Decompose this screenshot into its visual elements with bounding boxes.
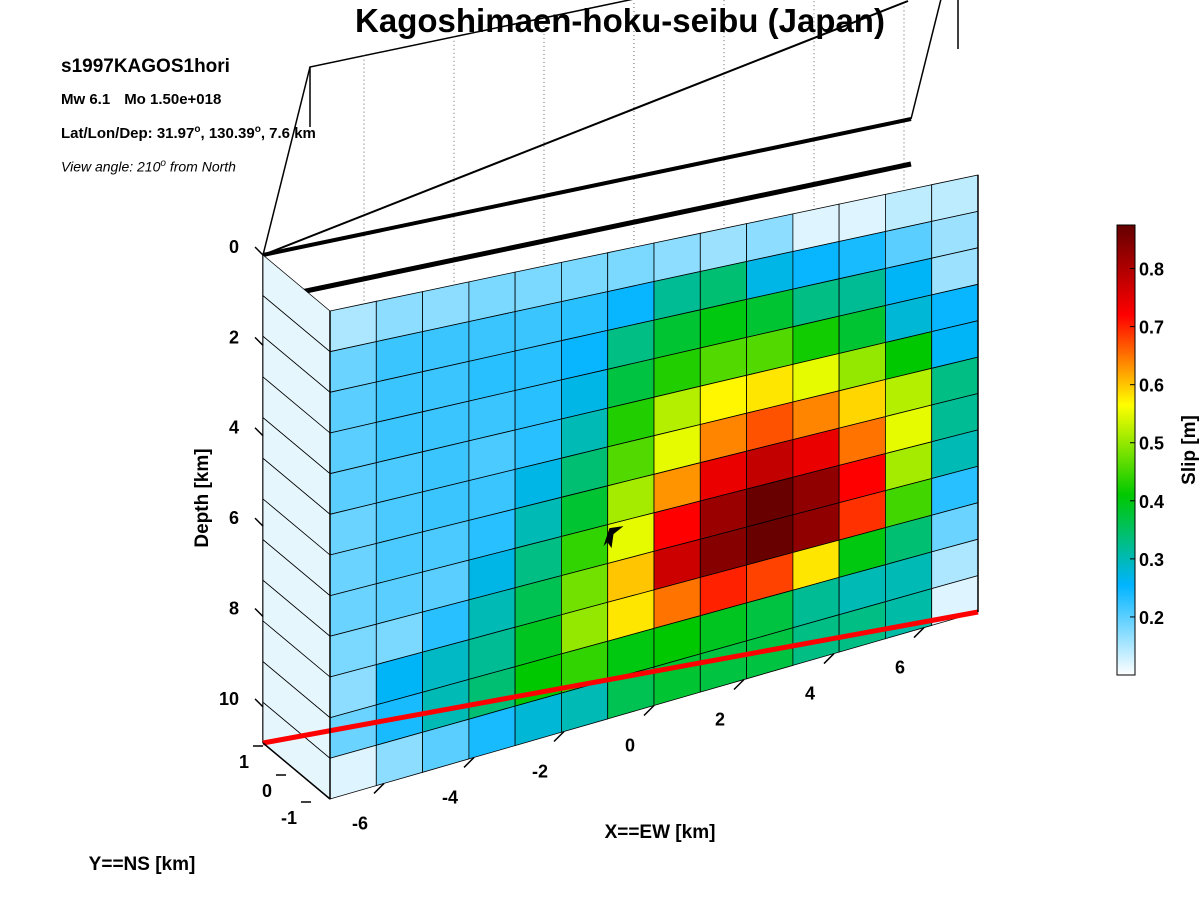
view-prefix: View angle: 210: [61, 158, 161, 175]
moment-magnitude: Mw 6.1: [61, 91, 111, 108]
y-axis-label: Y==NS [km]: [89, 854, 196, 875]
z-tick: [254, 427, 264, 437]
z-tick: [254, 246, 264, 256]
colorbar-tick-label: 0.5: [1139, 434, 1164, 454]
z-tick: [254, 607, 264, 618]
event-id: s1997KAGOS1hori: [61, 56, 230, 77]
degree-mark: o: [194, 124, 201, 135]
fault-top-trace: [262, 161, 912, 303]
z-tick: [254, 336, 264, 346]
colorbar-tick-label: 0.3: [1139, 550, 1164, 570]
box-top-far-edge: [262, 0, 942, 256]
x-tick-label: -6: [352, 813, 368, 833]
x-tick: [373, 782, 385, 794]
z-tick-label: 6: [229, 508, 239, 528]
x-tick-label: -4: [442, 787, 458, 807]
fault-bottom-trace: [262, 609, 979, 746]
z-tick-label: 0: [229, 237, 239, 257]
longitude: 130.39: [208, 125, 255, 142]
colorbar-label: Slip [m]: [1179, 415, 1200, 485]
depth-value: 7.6 km: [269, 125, 316, 142]
y-tick-label: 0: [262, 781, 272, 801]
fault-top-trace: [262, 117, 912, 257]
front-edges: [262, 175, 979, 799]
x-tick-label: 4: [805, 684, 815, 704]
colorbar-tick-label: 0.6: [1139, 376, 1164, 396]
x-tick-label: 2: [715, 710, 725, 730]
x-tick-label: 6: [895, 658, 905, 678]
z-tick-label: 2: [229, 327, 239, 347]
y-axis-line: [262, 742, 331, 800]
z-tick: [254, 517, 264, 527]
x-tick-label: 0: [625, 736, 635, 756]
x-tick: [913, 627, 925, 639]
colorbar: 0.2 0.3 0.4 0.5 0.6 0.7 0.8 Slip [m]: [1116, 224, 1200, 676]
z-axis-label: Depth [km]: [192, 448, 213, 547]
degree-mark: o: [160, 158, 166, 169]
y-tick-label: 1: [239, 752, 249, 772]
z-tick: [254, 698, 264, 708]
slip-cells: [262, 174, 979, 800]
location-label: Lat/Lon/Dep:: [61, 125, 157, 142]
x-tick: [823, 653, 835, 665]
colorbar-tick-label: 0.7: [1139, 318, 1164, 338]
degree-mark: o: [254, 124, 261, 135]
latitude: 31.97: [156, 125, 195, 142]
x-tick: [643, 704, 655, 717]
colorbar-tick-label: 0.2: [1139, 608, 1164, 628]
z-tick-label: 8: [229, 598, 239, 618]
hypocenter-marker: [603, 526, 624, 549]
x-tick: [463, 756, 475, 768]
x-axis-label: X==EW [km]: [605, 822, 716, 843]
z-tick-label: 4: [229, 418, 239, 438]
x-tick-label: -2: [532, 761, 548, 781]
colorbar-tick-label: 0.4: [1139, 492, 1164, 512]
colorbar-bar: [1116, 224, 1136, 676]
z-tick-label: 10: [219, 689, 239, 709]
colorbar-tick-label: 0.8: [1139, 260, 1164, 280]
seismic-moment: Mo 1.50e+018: [124, 91, 222, 108]
magnitude-line: Mw 6.1 Mo 1.50e+018: [61, 91, 221, 108]
x-tick: [733, 678, 745, 691]
view-suffix: from North: [165, 158, 236, 175]
y-tick-label: -1: [281, 808, 297, 828]
fault-top-trace: [262, 0, 909, 256]
location-line: Lat/Lon/Dep: 31.97o, 130.39o, 7.6 km: [61, 124, 316, 142]
figure-title: Kagoshimaen-hoku-seibu (Japan): [355, 2, 885, 39]
view-angle-line: View angle: 210o from North: [61, 158, 236, 175]
x-tick: [553, 730, 565, 743]
